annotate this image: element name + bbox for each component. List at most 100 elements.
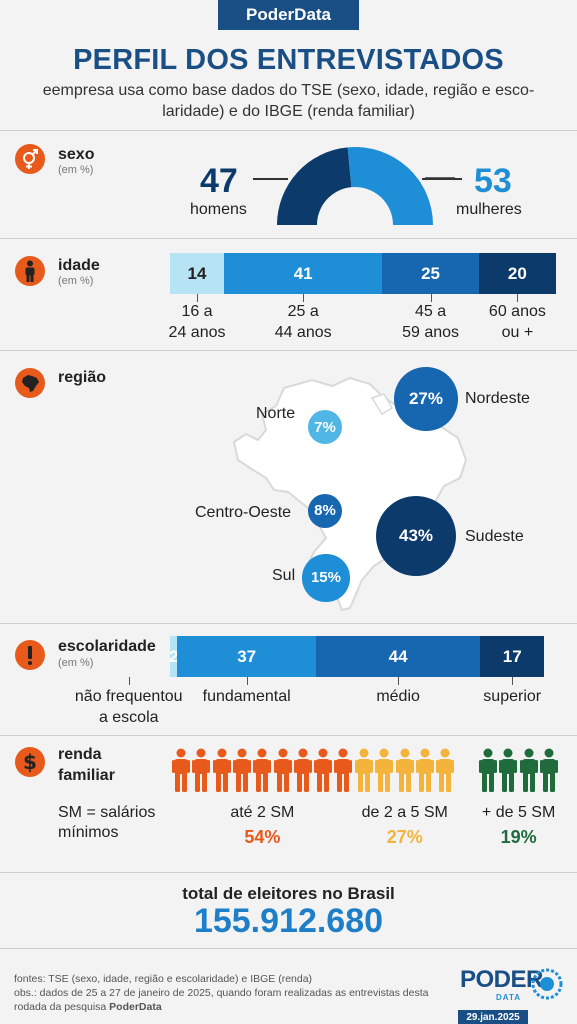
tick-label: médio [328, 686, 468, 707]
person-icon [212, 748, 231, 799]
section-unit-idade: (em %) [58, 275, 94, 287]
footer-obs-brand: PoderData [109, 1001, 162, 1013]
person-icon [15, 256, 45, 286]
income-percent: 19% [500, 827, 537, 847]
person-icon [192, 748, 211, 799]
footer-obs-2: rodada da pesquisa PoderData [14, 1000, 454, 1014]
bar-segment: 14 [170, 253, 225, 294]
section-label-renda-2: familiar [58, 767, 115, 784]
section-unit-escolaridade: (em %) [58, 657, 94, 669]
date-tag: 29.jan.2025 [458, 1010, 528, 1024]
tick-label-line: a escola [98, 709, 159, 726]
tick-label-line: 24 anos [168, 324, 226, 341]
tick-label: superior [442, 686, 577, 707]
person-icon [415, 748, 434, 799]
tick-label-line: fundamental [202, 688, 291, 705]
tick-label: fundamental [177, 686, 317, 707]
age-bar: 14 41 25 20 [170, 253, 556, 294]
tick-label-line: 44 anos [274, 324, 332, 341]
income-category-label: de 2 a 5 SM [361, 804, 448, 821]
section-label-escolaridade: escolaridade [58, 638, 156, 655]
bar-segment: 17 [480, 636, 544, 677]
divider [0, 735, 577, 736]
poder-logo-mark [531, 968, 563, 1000]
region-name: Sudeste [465, 528, 524, 545]
divider [0, 350, 577, 351]
person-icon [273, 748, 292, 799]
person-icon [519, 748, 538, 799]
gender-icon [15, 144, 45, 174]
women-connector [422, 178, 462, 180]
income-percent: 27% [386, 827, 423, 847]
tick-label-line: ou + [501, 324, 534, 341]
tick-label-line: 25 a [287, 303, 319, 320]
footer-note: fontes: TSE (sexo, idade, região e escol… [14, 972, 454, 1014]
gender-slice-women [347, 147, 433, 225]
tick-label-line: médio [376, 688, 420, 705]
footer-obs-text: rodada da pesquisa [14, 1001, 110, 1013]
men-label: homens [190, 201, 247, 218]
region-name: Sul [272, 567, 296, 584]
tick-label-line: 60 anos [488, 303, 546, 320]
person-icon [293, 748, 312, 799]
region-bubble: 8% [307, 493, 343, 529]
section-label-renda-1: renda [58, 746, 102, 763]
divider [0, 130, 577, 131]
tick-label-line: 45 a [414, 303, 447, 320]
education-bar: 2 37 44 17 [169, 636, 544, 677]
person-icon [395, 748, 414, 799]
dollar-icon: $ [15, 747, 45, 777]
sm-note-1: SM = salários [58, 804, 156, 821]
region-bubble: 15% [302, 554, 350, 602]
exclamation-icon [15, 640, 45, 670]
bar-segment: 37 [177, 636, 316, 677]
section-label-sexo: sexo [58, 146, 95, 163]
person-icon [479, 748, 497, 799]
men-value: 47 [200, 162, 238, 200]
person-icon [172, 748, 190, 799]
poder-logo: PODER [460, 966, 543, 993]
divider [0, 238, 577, 239]
tick-line [197, 294, 199, 302]
men-connector [253, 178, 288, 180]
region-bubble: 27% [394, 367, 458, 431]
women-value: 53 [474, 162, 512, 200]
footer-obs: obs.: dados de 25 a 27 de janeiro de 202… [14, 987, 429, 999]
person-icon [355, 748, 373, 799]
section-unit-sexo: (em %) [58, 164, 94, 176]
brand-tag: PoderData [218, 0, 359, 30]
income-category-label: até 2 SM [230, 804, 295, 821]
poder-logo-sub: DATA [496, 993, 522, 1002]
divider [0, 872, 577, 873]
person-icon [232, 748, 251, 799]
gender-semicircle-chart [277, 147, 455, 225]
tick-label-line: não frequentou [74, 688, 183, 705]
person-icon [334, 748, 353, 799]
tick-line [517, 294, 519, 302]
section-label-idade: idade [58, 257, 100, 274]
tick-line [246, 677, 248, 685]
person-icon [539, 748, 558, 799]
region-bubble: 7% [308, 410, 342, 444]
region-name: Nordeste [465, 390, 530, 407]
tick-label-line: superior [483, 688, 542, 705]
gender-slice-men [277, 147, 352, 225]
region-bubble: 43% [376, 496, 456, 576]
total-label: total de eleitores no Brasil [182, 884, 395, 903]
tick-label: 45 a 59 anos [361, 301, 501, 343]
divider [0, 623, 577, 624]
person-icon [314, 748, 333, 799]
brazil-map-icon [15, 368, 45, 398]
page-subtitle: eempresa usa como base dados do TSE (sex… [42, 82, 535, 120]
income-percent: 54% [244, 827, 281, 847]
tick-line [303, 294, 305, 302]
page-title: PERFIL DOS ENTREVISTADOS [73, 44, 504, 76]
tick-label: 25 a 44 anos [233, 301, 373, 343]
person-icon [253, 748, 272, 799]
sm-note-2: mínimos [58, 824, 119, 841]
region-name: Centro-Oeste [195, 504, 292, 521]
income-category-label: + de 5 SM [481, 804, 556, 821]
tick-label: 60 anos ou + [447, 301, 577, 343]
total-value: 155.912.680 [193, 902, 384, 940]
person-icon [499, 748, 518, 799]
